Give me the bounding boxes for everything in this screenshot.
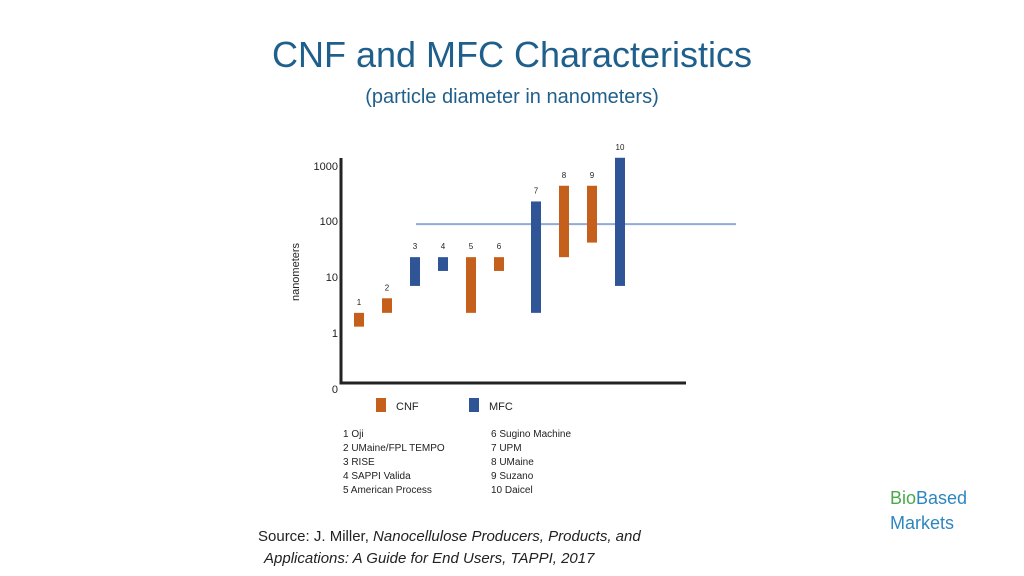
bar-label: 3 bbox=[413, 242, 418, 251]
logo-markets-text: Markets bbox=[890, 513, 955, 533]
bar-label: 6 bbox=[497, 242, 502, 251]
bar-label: 7 bbox=[534, 186, 539, 195]
bar-7 bbox=[531, 201, 541, 313]
producer-list-item: 10 Daicel bbox=[491, 485, 533, 496]
bar-label: 10 bbox=[616, 143, 625, 152]
producer-list-item: 4 SAPPI Valida bbox=[343, 471, 411, 482]
logo-bio-text: Bio bbox=[890, 488, 917, 508]
y-tick-label: 0 bbox=[332, 384, 338, 396]
slide-title: CNF and MFC Characteristics bbox=[271, 34, 753, 75]
bar-3 bbox=[410, 257, 420, 286]
bar-label: 8 bbox=[562, 171, 567, 180]
legend-label: MFC bbox=[489, 401, 513, 413]
bar-label: 9 bbox=[590, 171, 595, 180]
bar-2 bbox=[382, 298, 392, 313]
bar-5 bbox=[466, 257, 476, 313]
y-tick-label: 10 bbox=[326, 272, 338, 284]
bar-label: 5 bbox=[469, 242, 474, 251]
bar-4 bbox=[438, 257, 448, 271]
source-title-line-1: Nanocellulose Producers, Products, and bbox=[373, 528, 641, 545]
producer-list-item: 2 UMaine/FPL TEMPO bbox=[343, 443, 445, 454]
biobased-markets-logo: BioBased Markets bbox=[890, 486, 967, 536]
bar-10 bbox=[615, 157, 625, 286]
bar-6 bbox=[494, 257, 504, 271]
bar-8 bbox=[559, 185, 569, 258]
bar-label: 4 bbox=[441, 242, 446, 251]
producer-list-item: 8 UMaine bbox=[491, 457, 534, 468]
y-tick-label: 100 bbox=[320, 216, 338, 228]
producer-list-item: 3 RISE bbox=[343, 457, 375, 468]
source-prefix: Source: J. Miller, bbox=[258, 528, 374, 545]
producer-list-item: 7 UPM bbox=[491, 443, 522, 454]
producer-list-item: 1 Oji bbox=[343, 429, 364, 440]
logo-based-text: Based bbox=[916, 488, 968, 508]
source-title-line-2: Applications: A Guide for End Users, TAP… bbox=[264, 550, 595, 567]
producer-list-item: 9 Suzano bbox=[491, 471, 534, 482]
y-axis-label: nanometers bbox=[290, 242, 302, 301]
legend-swatch-mfc bbox=[469, 398, 479, 412]
y-tick-label: 1 bbox=[332, 328, 338, 340]
producer-list-item: 6 Sugino Machine bbox=[491, 429, 571, 440]
bar-label: 2 bbox=[385, 283, 390, 292]
legend-swatch-cnf bbox=[376, 398, 386, 412]
producer-list-item: 5 American Process bbox=[343, 485, 432, 496]
legend-label: CNF bbox=[396, 401, 419, 413]
y-tick-label: 1000 bbox=[314, 161, 338, 173]
bar-9 bbox=[587, 185, 597, 243]
bar-label: 1 bbox=[357, 298, 362, 307]
slide-subtitle: (particle diameter in nanometers) bbox=[365, 86, 659, 108]
bar-1 bbox=[354, 312, 364, 327]
source-citation: Source: J. Miller, Nanocellulose Produce… bbox=[258, 526, 641, 570]
